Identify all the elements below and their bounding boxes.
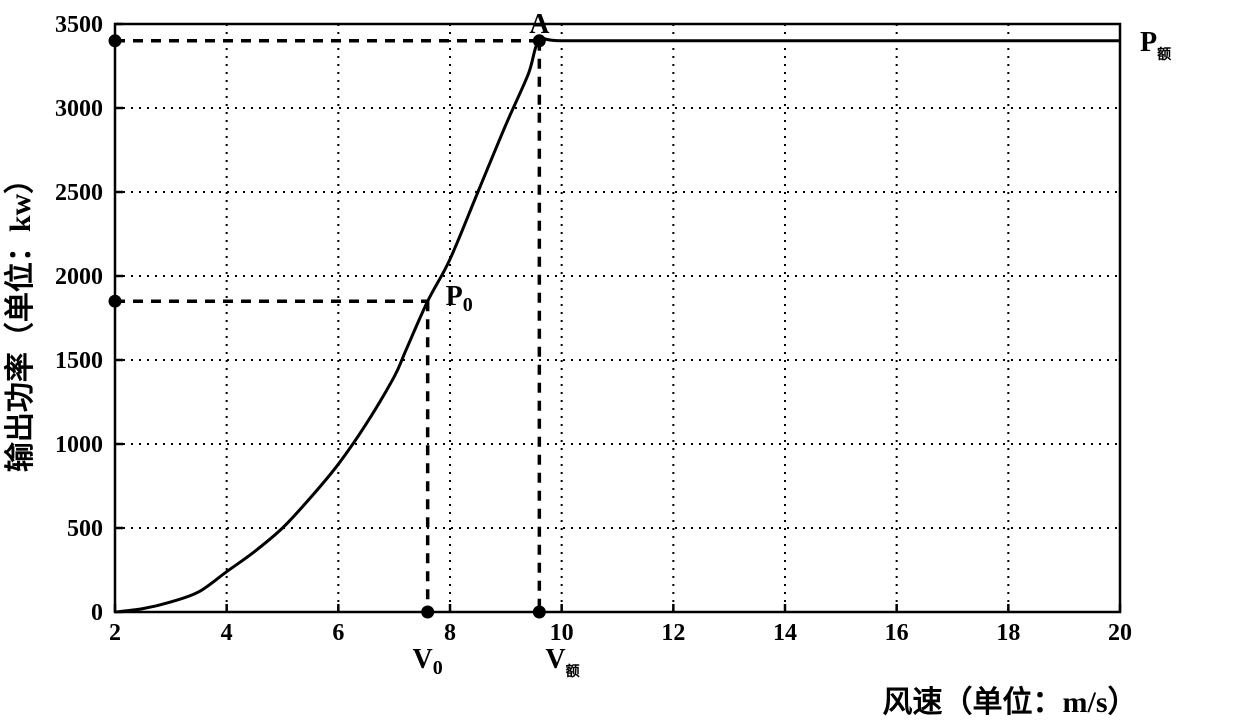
y-tick-label: 2500 — [55, 180, 103, 206]
y-tick-label: 1500 — [55, 348, 103, 374]
y-tick-label: 2000 — [55, 264, 103, 290]
y-tick-label: 500 — [67, 516, 103, 542]
markers — [109, 34, 546, 618]
x-tick-label: 6 — [332, 620, 344, 646]
x-tick-label: 8 — [444, 620, 456, 646]
reference-lines — [115, 41, 539, 612]
label-V-rated: V额 — [545, 644, 579, 680]
x-tick-label: 18 — [996, 620, 1020, 646]
x-tick-label: 16 — [885, 620, 909, 646]
y-axis-title: 输出功率（单位：kw） — [3, 164, 37, 472]
y-tick-label: 3000 — [55, 96, 103, 122]
y-tick-label: 0 — [91, 600, 103, 626]
power-curve-chart: 2 4 6 8 10 12 14 16 18 20 0 500 1000 1500 2000 2500 3000… — [0, 0, 1240, 728]
power-curve — [115, 38, 1120, 612]
x-tick-label: 14 — [773, 620, 797, 646]
x-tick-label: 4 — [221, 620, 233, 646]
x-tick-label: 10 — [550, 620, 574, 646]
chart-container: 2 4 6 8 10 12 14 16 18 20 0 500 1000 1500 2000 2500 3000… — [0, 0, 1240, 728]
x-tick-label: 2 — [109, 620, 121, 646]
y-tick-label: 1000 — [55, 432, 103, 458]
axes — [115, 24, 1120, 612]
label-A: A — [529, 9, 550, 40]
grid — [115, 24, 1120, 612]
x-axis-title: 风速（单位：m/s） — [883, 685, 1138, 719]
y-tick-label: 3500 — [55, 12, 103, 38]
tick-labels: 2 4 6 8 10 12 14 16 18 20 0 500 1000 1500 2000 2500 3000… — [55, 12, 1132, 646]
label-V0: V0 — [413, 644, 443, 679]
label-P-rated: P额 — [1140, 27, 1171, 63]
annotations: A P额 P0 V0 V额 — [413, 9, 1172, 680]
x-tick-label: 20 — [1108, 620, 1132, 646]
x-tick-label: 12 — [661, 620, 685, 646]
label-P0: P0 — [446, 281, 473, 316]
